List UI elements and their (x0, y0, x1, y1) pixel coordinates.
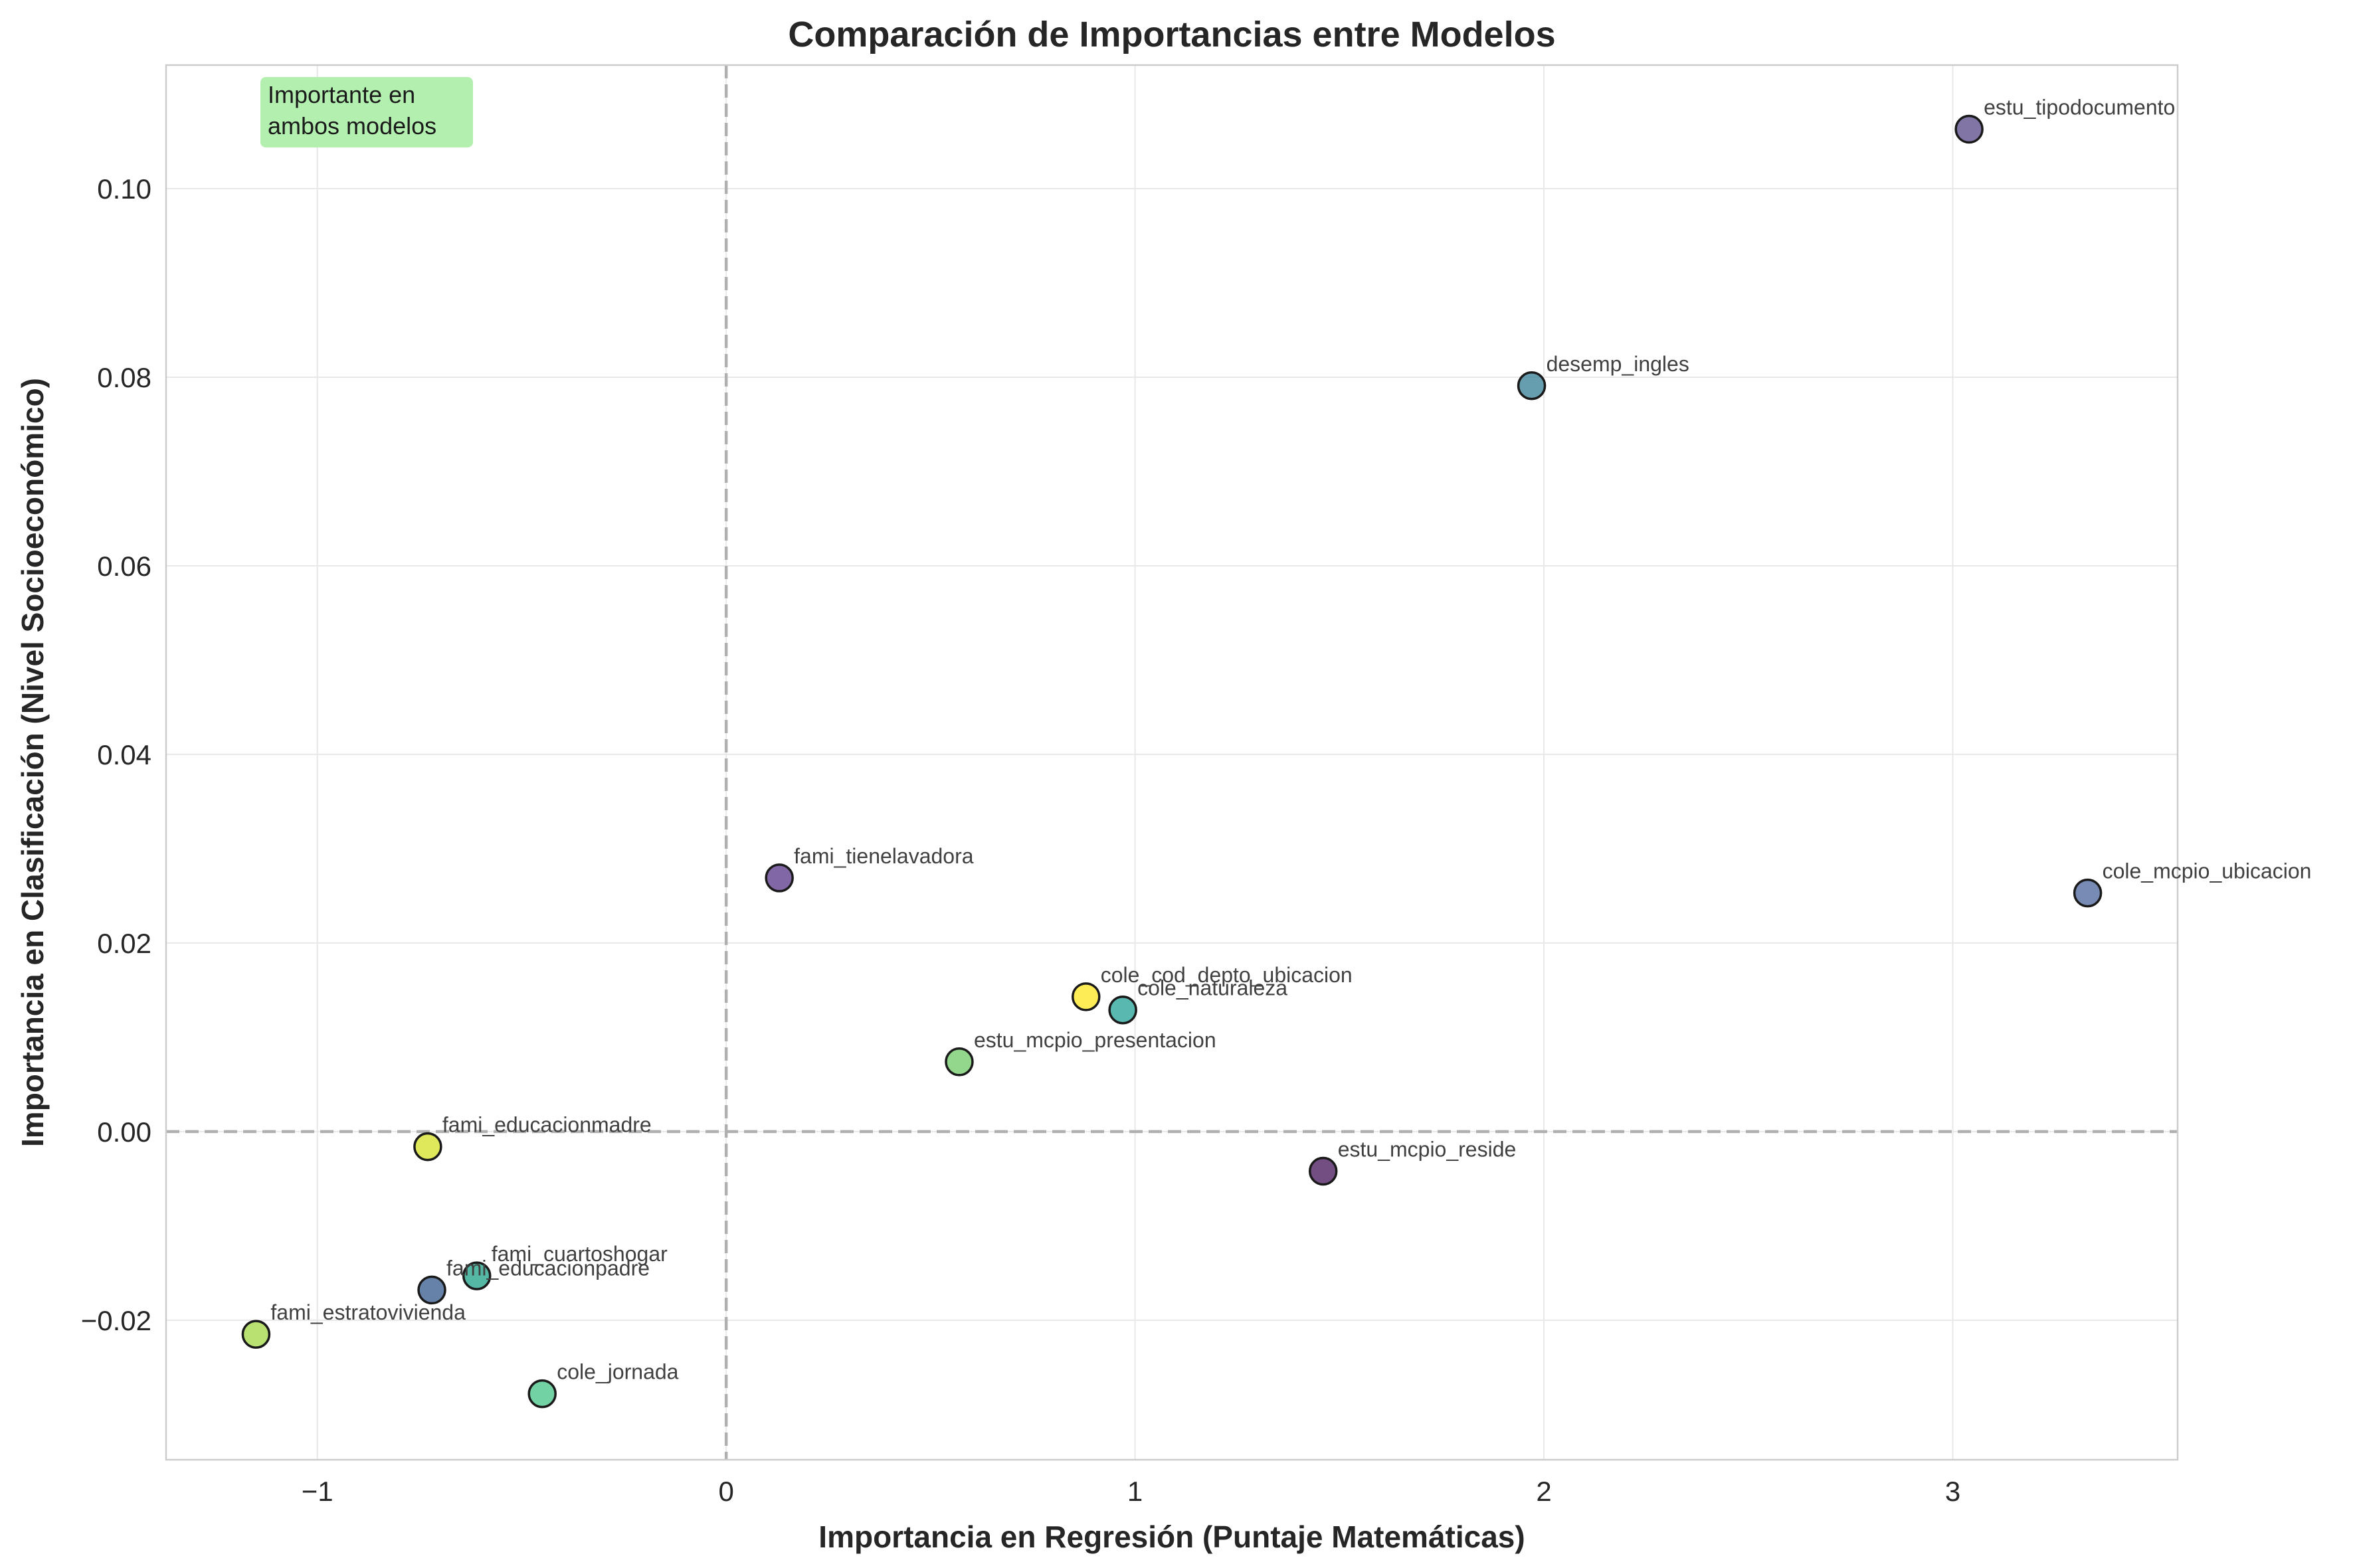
x-tick-label: 0 (718, 1476, 733, 1507)
point-label: desemp_ingles (1547, 352, 1689, 376)
x-tick-label: 1 (1127, 1476, 1143, 1507)
plot-frame (165, 64, 2179, 1461)
data-point (1072, 982, 1101, 1011)
y-tick-label: 0.06 (97, 551, 151, 582)
annotation-line-1: Importante en (268, 81, 415, 108)
y-tick-label: 0.02 (97, 928, 151, 959)
y-ticks: −0.02 0.00 0.02 0.04 0.06 0.08 0.10 (81, 173, 151, 1336)
reference-lines (166, 65, 2178, 1460)
x-tick-label: 3 (1945, 1476, 1960, 1507)
data-point (1108, 995, 1137, 1025)
data-point (241, 1320, 271, 1349)
x-tick-label: −1 (302, 1476, 333, 1507)
annotation-line-2: ambos modelos (268, 112, 436, 139)
y-tick-label: −0.02 (81, 1305, 151, 1336)
y-tick-label: 0.00 (97, 1116, 151, 1148)
data-point (1517, 371, 1547, 400)
point-label: cole_jornada (557, 1360, 678, 1384)
data-point (1308, 1156, 1338, 1186)
point-label: fami_educacionpadre (446, 1256, 650, 1280)
y-axis-label: Importancia en Clasificación (Nivel Soci… (15, 378, 50, 1147)
point-label: estu_mcpio_presentacion (974, 1028, 1216, 1052)
data-points: estu_tipodocumento desemp_ingles cole_mcpi… (241, 96, 2312, 1409)
x-ticks: −1 0 1 2 3 (302, 1476, 1960, 1507)
point-label: fami_cuartoshogar (492, 1242, 668, 1266)
annotation: Importante en ambos modelos (260, 77, 473, 147)
x-axis-label: Importancia en Regresión (Puntaje Matemá… (818, 1520, 1525, 1554)
y-tick-label: 0.04 (97, 739, 151, 770)
data-point (527, 1379, 557, 1409)
data-point (945, 1047, 974, 1077)
data-point (2073, 878, 2103, 908)
annotation-box (260, 77, 473, 147)
point-label: cole_naturaleza (1137, 976, 1287, 1000)
data-point (1954, 114, 1984, 144)
point-label: fami_educacionmadre (442, 1113, 652, 1137)
point-label: cole_mcpio_ubicacion (2103, 859, 2312, 883)
point-label: fami_estratovivienda (270, 1300, 466, 1324)
data-point (462, 1261, 492, 1290)
data-point (765, 863, 794, 893)
data-point (417, 1275, 446, 1305)
data-point (413, 1132, 442, 1162)
x-tick-label: 2 (1536, 1476, 1551, 1507)
point-label: estu_tipodocumento (1984, 96, 2175, 120)
y-tick-label: 0.08 (97, 362, 151, 393)
y-tick-label: 0.10 (97, 173, 151, 205)
point-label: estu_mcpio_reside (1338, 1138, 1517, 1162)
chart-title: Comparación de Importancias entre Modelo… (788, 15, 1555, 54)
point-label: cole_cod_depto_ubicacion (1101, 963, 1353, 987)
point-label: fami_tienelavadora (794, 844, 974, 868)
